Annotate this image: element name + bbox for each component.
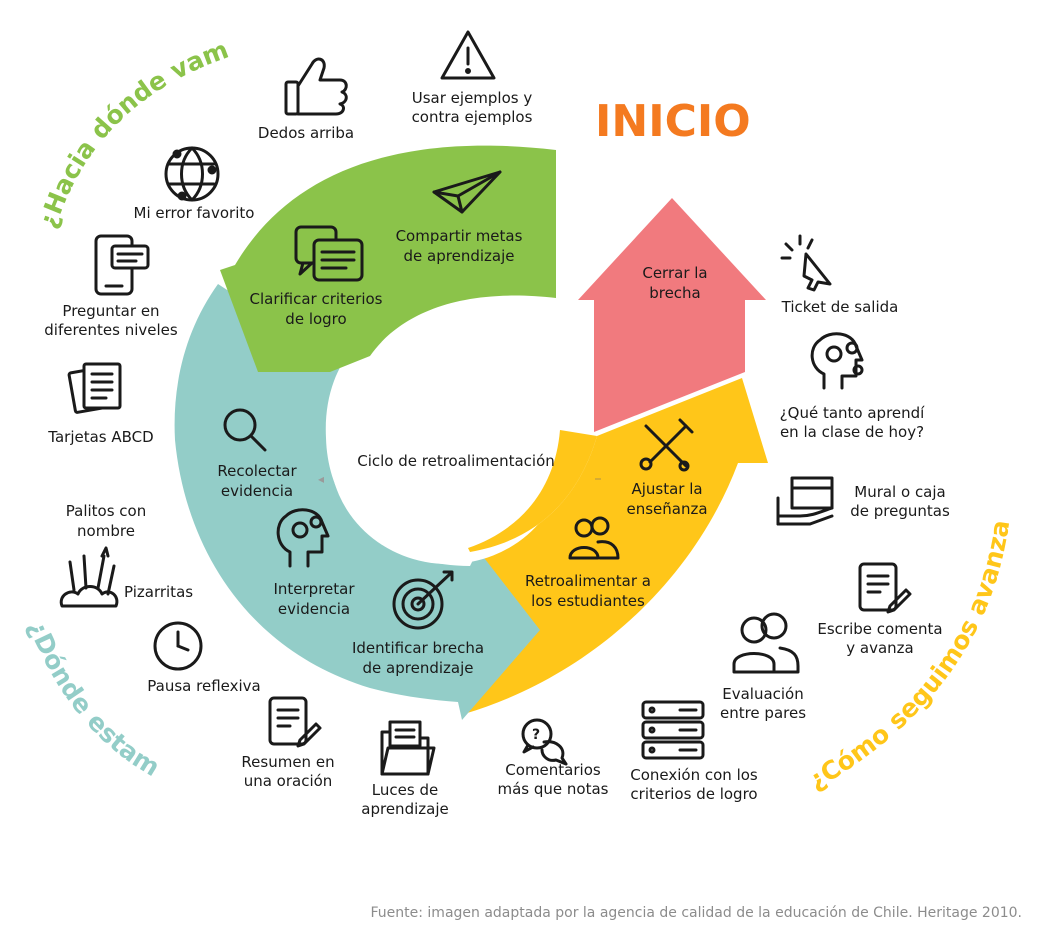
box-hand-icon (776, 476, 834, 526)
art-supplies-icon (59, 546, 119, 608)
warning-icon (440, 30, 496, 80)
strategy-comentarios-label: Comentarios más que notas (498, 761, 609, 798)
strategy-ticket-label: Ticket de salida (781, 298, 899, 316)
heading-hacia-donde-vamos: ¿Hacia dónde vamos? (0, 0, 232, 232)
source-note: Fuente: imagen adaptada por la agencia d… (371, 905, 1023, 921)
strategy-dedos-label: Dedos arriba (258, 124, 354, 142)
red-arrow-shape (578, 198, 766, 432)
step-cerrar-brecha: Cerrar la brecha (642, 264, 707, 302)
step-retroalimentar: Retroalimentar a los estudiantes (525, 572, 651, 610)
strategy-mural-label: Mural o caja de preguntas (850, 483, 950, 520)
teal-arc-shape (174, 284, 540, 720)
strategy-error-label: Mi error favorito (134, 204, 255, 222)
tools-icon (639, 418, 694, 472)
cursor-click-icon (780, 234, 832, 292)
yellow-arc-inner-fill (468, 430, 597, 552)
step-ajustar-ensenanza: Ajustar la enseñanza (626, 480, 707, 518)
heading-donde-estamos: ¿Dónde estamos? (0, 0, 165, 782)
strategy-conexion-label: Conexión con los criterios de logro (630, 766, 758, 803)
strategy-resumen-label: Resumen en una oración (241, 753, 334, 790)
strategy-preguntar-label: Preguntar en diferentes niveles (44, 302, 178, 339)
head-gears-icon (276, 508, 330, 568)
strategy-ejemplos-label: Usar ejemplos y contra ejemplos (412, 89, 533, 126)
document-edit-icon (858, 562, 912, 614)
strategy-escribe-label: Escribe comenta y avanza (817, 620, 942, 657)
paper-plane-icon (432, 170, 502, 214)
folder-icon (380, 720, 436, 776)
center-arrow-left: ◂ (318, 472, 324, 486)
people-icon (732, 612, 800, 674)
thumbs-up-icon (284, 57, 348, 116)
magnifier-icon (223, 408, 267, 452)
chat-bubbles-icon (294, 225, 364, 282)
clock-icon (153, 621, 203, 671)
chat-question-icon: ? (521, 718, 568, 766)
head-gears-icon (810, 332, 864, 390)
cycle-center (330, 340, 566, 564)
strategy-evaluacion-label: Evaluación entre pares (720, 685, 806, 722)
strategy-luces-label: Luces de aprendizaje (361, 781, 448, 818)
svg-text:?: ? (532, 727, 540, 743)
cycle-center-label: Ciclo de retroalimentación (357, 452, 555, 470)
strategy-pausa-label: Pausa reflexiva (147, 677, 260, 695)
phone-chat-icon (94, 234, 150, 296)
strategy-tarjetas-label: Tarjetas ABCD (47, 428, 153, 446)
network-globe-icon (164, 146, 220, 202)
step-compartir-metas: Compartir metas de aprendizaje (396, 227, 523, 265)
strategy-quetanto-label: ¿Qué tanto aprendí en la clase de hoy? (780, 404, 925, 441)
server-icon (641, 700, 705, 760)
strategy-pizarritas-label: Pizarritas (124, 583, 193, 601)
step-clarificar-criterios: Clarificar criterios de logro (249, 290, 382, 328)
people-small-icon (568, 516, 620, 560)
inicio-title: INICIO (595, 96, 751, 147)
step-interpretar-evidencia: Interpretar evidencia (273, 580, 355, 618)
step-identificar-brecha: Identificar brecha de aprendizaje (352, 639, 484, 677)
cards-icon (67, 362, 122, 414)
step-recolectar-evidencia: Recolectar evidencia (217, 462, 297, 500)
target-icon (392, 570, 454, 630)
strategy-palitos-label: Palitos con nombre (66, 502, 146, 540)
document-edit-icon (268, 696, 322, 748)
